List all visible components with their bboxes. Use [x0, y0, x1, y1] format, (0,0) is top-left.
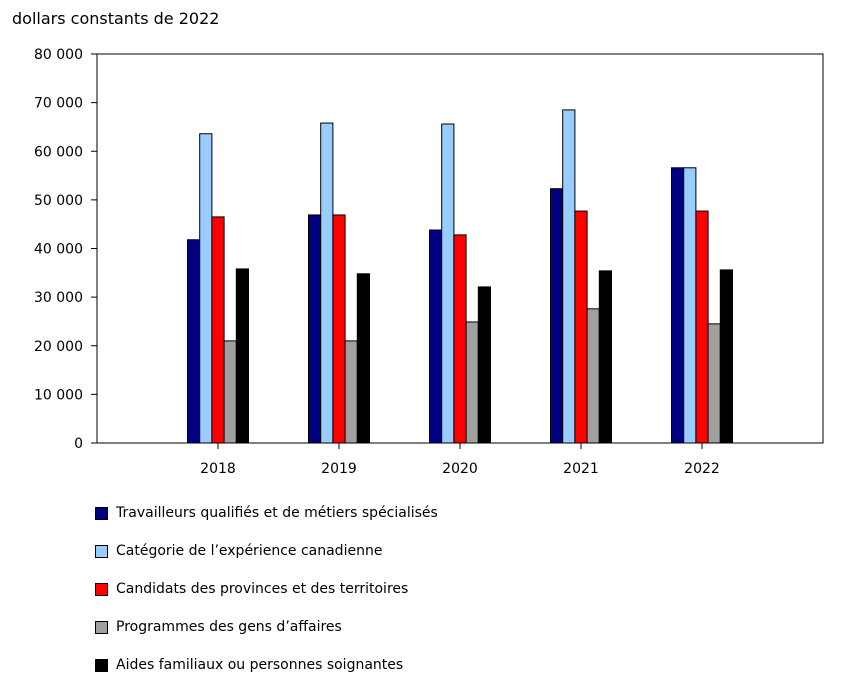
legend-label: Aides familiaux ou personnes soignantes: [116, 657, 404, 673]
bar: [199, 133, 213, 444]
bar: [574, 210, 588, 444]
bar: [308, 214, 322, 444]
legend-swatch: [95, 544, 108, 558]
bar: [235, 268, 250, 444]
legend-swatch: [95, 506, 108, 520]
legend-label: Candidats des provinces et des territoir…: [116, 581, 409, 597]
bar: [356, 273, 370, 444]
legend-item: Candidats des provinces et des territoir…: [95, 570, 438, 608]
y-tick-label: 80 000: [34, 47, 83, 63]
bar: [453, 234, 467, 444]
y-tick-label: 70 000: [34, 96, 83, 112]
bar: [719, 269, 733, 444]
y-tick-label: 40 000: [34, 242, 83, 258]
bar: [465, 321, 479, 444]
legend-swatch: [95, 620, 108, 634]
bar: [707, 323, 721, 444]
y-tick-label: 30 000: [34, 290, 83, 306]
legend-item: Travailleurs qualifiés et de métiers spé…: [95, 494, 438, 532]
legend-label: Catégorie de l’expérience canadienne: [116, 543, 383, 559]
legend: Travailleurs qualifiés et de métiers spé…: [95, 494, 438, 684]
bar: [223, 340, 237, 444]
x-tick-label: 2022: [684, 461, 720, 477]
bar: [695, 210, 709, 444]
bar: [562, 109, 576, 444]
legend-swatch: [95, 658, 108, 672]
x-tick-label: 2019: [321, 461, 357, 477]
bar: [344, 340, 358, 444]
bar-chart: dollars constants de 2022 0 10 000 20 000 3…: [12, 9, 824, 477]
x-tick-label: 2018: [200, 461, 236, 477]
legend-item: Programmes des gens d’affaires: [95, 608, 438, 646]
legend-label: Travailleurs qualifiés et de métiers spé…: [116, 505, 438, 521]
bar: [187, 239, 201, 444]
y-axis-title: dollars constants de 2022: [12, 9, 219, 28]
y-tick-label: 50 000: [34, 193, 83, 209]
y-tick-label: 10 000: [34, 387, 83, 403]
bar: [211, 216, 225, 444]
bar: [320, 122, 334, 444]
bar: [671, 167, 685, 444]
bar: [598, 270, 612, 444]
bar: [477, 286, 491, 444]
x-tick-label: 2021: [563, 461, 599, 477]
bar: [332, 214, 346, 444]
legend-swatch: [95, 582, 108, 596]
legend-label: Programmes des gens d’affaires: [116, 619, 342, 635]
bar: [586, 308, 600, 444]
y-tick-label: 60 000: [34, 144, 83, 160]
y-tick-label: 0: [74, 436, 83, 452]
bar: [441, 123, 455, 444]
legend-item: Aides familiaux ou personnes soignantes: [95, 646, 438, 684]
bar: [683, 167, 697, 444]
legend-item: Catégorie de l’expérience canadienne: [95, 532, 438, 570]
y-tick-label: 20 000: [34, 339, 83, 355]
bar: [550, 188, 564, 444]
x-tick-label: 2020: [442, 461, 478, 477]
bar: [429, 229, 443, 444]
